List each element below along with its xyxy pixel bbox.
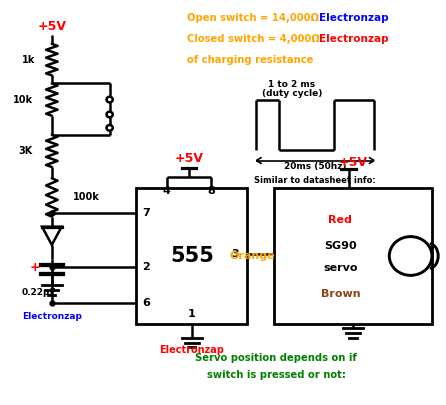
Text: Electronzap: Electronzap	[22, 312, 82, 321]
Text: +: +	[29, 260, 40, 274]
Text: servo: servo	[323, 263, 358, 273]
Text: (duty cycle): (duty cycle)	[262, 89, 322, 98]
Text: 1 to 2 ms: 1 to 2 ms	[268, 80, 315, 89]
Text: 20ms (50hz): 20ms (50hz)	[284, 162, 346, 171]
Text: 3K: 3K	[18, 146, 33, 156]
Text: Orange: Orange	[230, 251, 276, 261]
Text: 3: 3	[231, 249, 239, 259]
Text: Electronzap: Electronzap	[319, 34, 389, 44]
Text: +5V: +5V	[37, 20, 66, 34]
Text: 7: 7	[142, 209, 150, 218]
Text: of charging resistance: of charging resistance	[187, 55, 314, 66]
Text: +5V: +5V	[339, 156, 368, 168]
Bar	[274, 188, 432, 324]
Text: +5V: +5V	[174, 151, 203, 164]
Text: Similar to datasheet info:: Similar to datasheet info:	[254, 176, 376, 185]
Text: switch is pressed or not:: switch is pressed or not:	[207, 370, 346, 380]
Text: 100k: 100k	[73, 192, 99, 202]
Text: 10k: 10k	[12, 95, 33, 104]
Text: 4: 4	[163, 185, 171, 196]
Text: Brown: Brown	[321, 289, 360, 299]
Text: SG90: SG90	[324, 241, 357, 251]
Text: Servo position depends on if: Servo position depends on if	[195, 353, 357, 363]
Text: Red: Red	[329, 215, 352, 225]
Text: Closed switch = 4,000Ω: Closed switch = 4,000Ω	[187, 34, 320, 44]
Text: 8: 8	[207, 185, 215, 196]
Text: 555: 555	[170, 246, 214, 266]
Text: 1: 1	[187, 309, 195, 319]
Text: Electronzap: Electronzap	[159, 345, 224, 355]
Text: 6: 6	[142, 298, 150, 307]
Text: 0.22µF: 0.22µF	[22, 288, 57, 296]
Bar	[136, 188, 248, 324]
Text: Electronzap: Electronzap	[319, 13, 389, 23]
Text: 2: 2	[142, 262, 150, 272]
Text: 1k: 1k	[22, 55, 35, 65]
Text: Open switch = 14,000Ω: Open switch = 14,000Ω	[187, 13, 319, 23]
